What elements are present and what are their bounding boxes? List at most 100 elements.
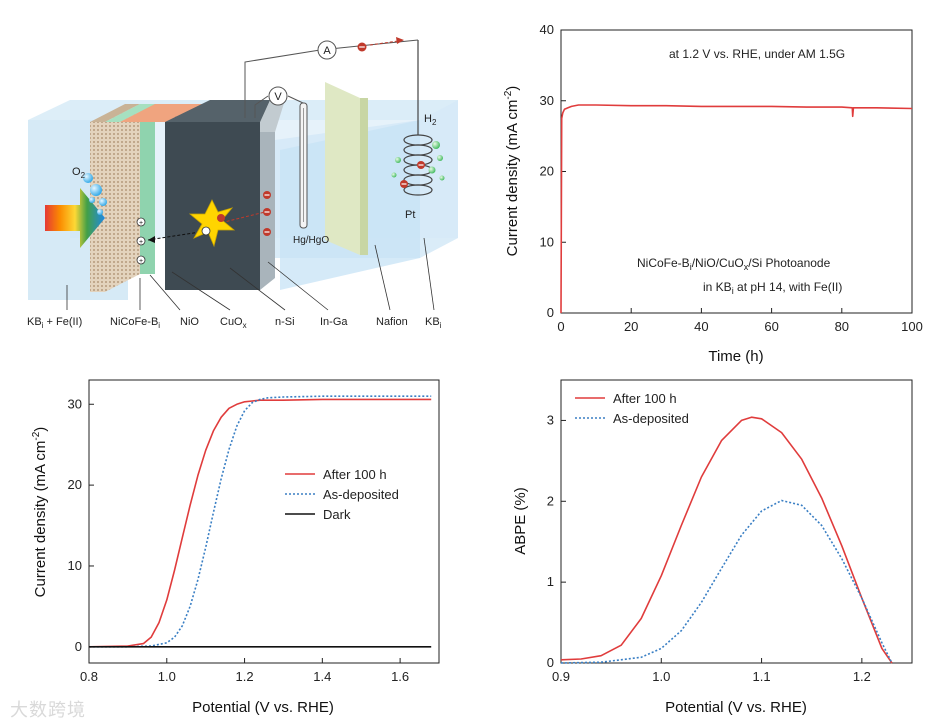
stability-annotation-top: at 1.2 V vs. RHE, under AM 1.5G	[669, 47, 845, 61]
label-nio: NiO	[180, 316, 199, 328]
device-schematic: O2 + + + Hg/HgO	[27, 37, 458, 330]
current-arrowhead-icon	[396, 37, 404, 44]
lsv-ytick-label: 0	[75, 639, 82, 654]
abpe-series	[560, 416, 893, 664]
stability-xtick-label: 40	[694, 319, 708, 334]
lsv-plot-frame	[88, 379, 440, 664]
abpe-legend-label: As-deposited	[613, 411, 689, 426]
lsv-ytick-label: 20	[68, 477, 82, 492]
electron-transfer-arrow	[211, 211, 266, 226]
stability-ytick-label: 30	[540, 93, 554, 108]
lsv-ytick-label: 10	[68, 558, 82, 573]
stability-xtick-label: 80	[835, 319, 849, 334]
reference-label: Hg/HgO	[293, 235, 329, 246]
abpe-xlabel: Potential (V vs. RHE)	[665, 699, 807, 716]
abpe-ytick-label: 1	[547, 574, 554, 589]
abpe-ytick-label: 2	[547, 493, 554, 508]
stability-xlabel: Time (h)	[708, 348, 763, 365]
abpe-ytick-label: 3	[547, 412, 554, 427]
stability-xtick-label: 60	[764, 319, 778, 334]
light-arrow-icon	[45, 188, 105, 248]
inga-top	[260, 100, 285, 132]
electron-icons	[263, 191, 271, 236]
svg-text:+: +	[139, 258, 143, 265]
leader-lines	[66, 237, 435, 311]
circuit-wire-voltmeter-right	[287, 95, 304, 104]
abpe-axes: 0.9 1.0 1.1 1.2 0 1 2 3	[547, 412, 871, 684]
electron-icon	[217, 214, 225, 222]
stability-chart: 0 20 40 60 80 100 0 10 20 30 40 at 1.2 V vs. RHE, …	[503, 22, 923, 365]
stability-series	[560, 104, 913, 314]
stability-axes: 0 20 40 60 80 100 0 10 20 30 40	[540, 22, 923, 334]
o2-label: O2	[72, 166, 86, 180]
label-nsi: n-Si	[275, 316, 295, 328]
lsv-xtick-label: 1.6	[391, 669, 409, 684]
lsv-legend: After 100 h As-deposited Dark	[285, 467, 399, 522]
abpe-legend-label: After 100 h	[613, 391, 677, 406]
watermark: 大数跨境	[10, 700, 86, 721]
nafion-membrane	[325, 82, 360, 255]
abpe-chart: 0.9 1.0 1.1 1.2 0 1 2 3 After 100 h As-deposited…	[512, 379, 913, 716]
ammeter-icon	[317, 40, 337, 60]
lsv-xtick-label: 1.2	[236, 669, 254, 684]
schematic-labels: KBi + Fe(II) NiCoFe-Bi NiO CuOx n-Si In-…	[27, 316, 442, 330]
hole-arrowhead-icon	[148, 236, 155, 243]
lsv-ytick-label: 30	[68, 396, 82, 411]
lsv-xtick-label: 1.0	[158, 669, 176, 684]
hole-icons: + + +	[136, 217, 146, 265]
abpe-series-after-100-h	[560, 416, 893, 664]
label-inga: In-Ga	[320, 316, 348, 328]
stability-annotation-electrolyte: in KBi at pH 14, with Fe(II)	[703, 280, 842, 296]
h2-label: H2	[424, 113, 437, 127]
nicofe-top	[90, 104, 140, 122]
abpe-xtick-label: 0.9	[552, 669, 570, 684]
nio-layer	[140, 104, 155, 274]
pt-label: Pt	[405, 209, 415, 221]
lsv-series-as-deposited	[89, 395, 432, 648]
cuox-top	[120, 104, 210, 122]
stability-ytick-label: 0	[547, 305, 554, 320]
voltmeter-icon	[268, 86, 288, 106]
voltmeter-label: V	[274, 91, 282, 103]
nsi-top	[165, 100, 270, 122]
stability-ytick-label: 40	[540, 22, 554, 37]
nicofe-side	[90, 122, 105, 292]
label-cuox: CuOx	[220, 316, 247, 330]
o2-bubbles-icon	[83, 173, 107, 215]
lsv-legend-label: As-deposited	[323, 487, 399, 502]
abpe-series-as-deposited	[560, 499, 893, 664]
stability-annotation-photoanode: NiCoFe-Bi/NiO/CuOx/Si Photoanode	[637, 256, 831, 272]
stability-xtick-label: 0	[557, 319, 564, 334]
label-nafion: Nafion	[376, 316, 408, 328]
abpe-xtick-label: 1.2	[853, 669, 871, 684]
abpe-plot-frame	[560, 379, 913, 664]
stability-ytick-label: 20	[540, 164, 554, 179]
h2-bubbles-icon	[391, 141, 445, 181]
hole-icon	[201, 226, 211, 236]
circuit-wire-top	[244, 39, 419, 118]
lsv-xtick-label: 1.4	[313, 669, 331, 684]
stability-xtick-label: 20	[624, 319, 638, 334]
label-electrolyte-right: KBi	[425, 316, 442, 330]
lsv-ylabel: Current density (mA cm-2)	[31, 427, 49, 598]
stability-ylabel: Current density (mA cm-2)	[503, 86, 521, 257]
abpe-ylabel: ABPE (%)	[512, 487, 529, 555]
lsv-axes: 0.8 1.0 1.2 1.4 1.6 0 10 20 30	[68, 396, 410, 684]
lsv-chart: 0.8 1.0 1.2 1.4 1.6 0 10 20 30 After 100 h As-dep…	[31, 379, 440, 716]
lsv-xtick-label: 0.8	[80, 669, 98, 684]
stability-ytick-label: 10	[540, 234, 554, 249]
ammeter-label: A	[323, 45, 331, 57]
hole-transfer-arrow	[147, 231, 201, 241]
abpe-xtick-label: 1.1	[753, 669, 771, 684]
lsv-legend-label: Dark	[323, 507, 351, 522]
label-nicofe: NiCoFe-Bi	[110, 316, 160, 330]
svg-text:+: +	[139, 239, 143, 246]
lsv-legend-label: After 100 h	[323, 467, 387, 482]
abpe-ytick-label: 0	[547, 655, 554, 670]
circuit-wire-voltmeter-left	[254, 95, 269, 118]
nafion-edge	[360, 98, 368, 255]
stability-series-stability	[560, 104, 913, 314]
stability-plot-frame	[560, 29, 913, 314]
